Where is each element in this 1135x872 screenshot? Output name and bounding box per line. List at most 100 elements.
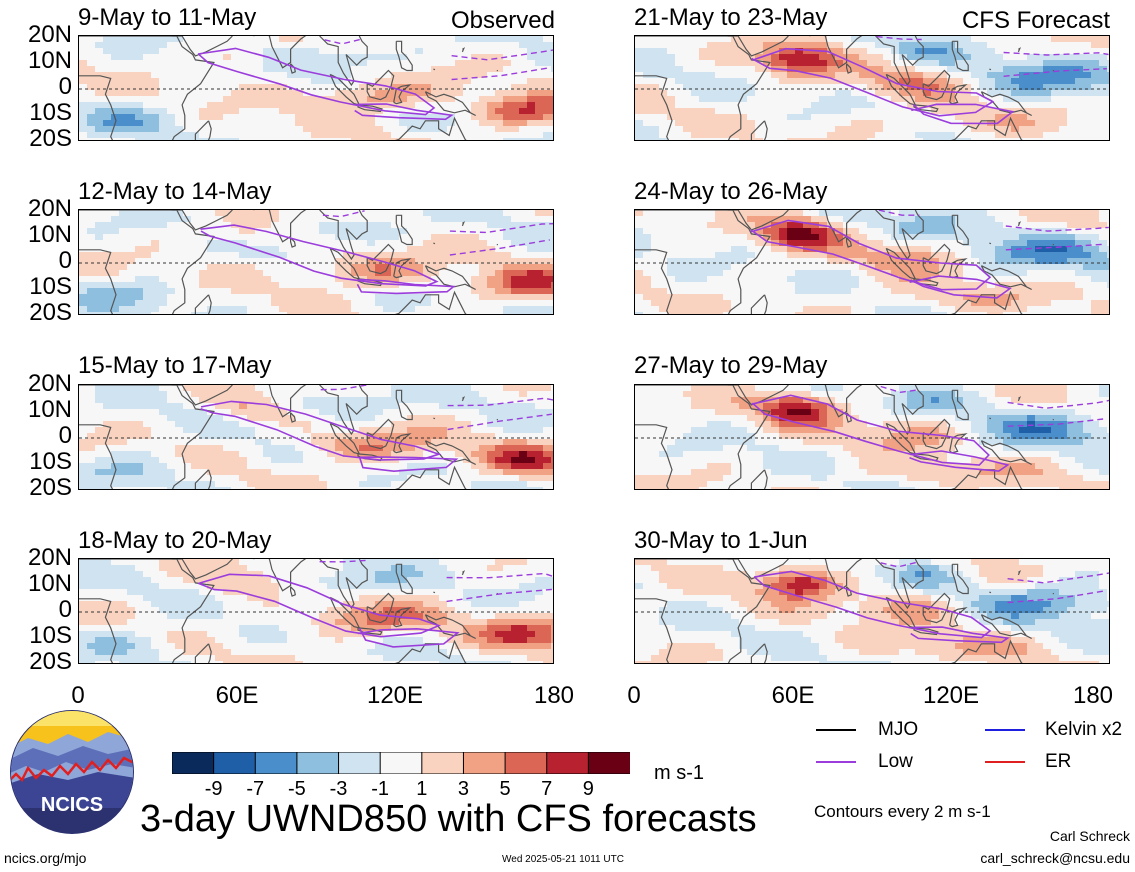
field-cell	[367, 571, 376, 578]
field-cell	[375, 571, 384, 578]
field-cell	[367, 276, 376, 283]
field-cell	[747, 60, 756, 67]
field-cell	[263, 661, 272, 663]
field-cell	[255, 42, 264, 49]
field-cell	[143, 397, 152, 404]
field-cell	[375, 451, 384, 458]
field-cell	[231, 589, 240, 596]
field-cell	[351, 114, 360, 121]
field-cell	[295, 631, 304, 638]
field-cell	[223, 385, 232, 392]
field-cell	[295, 589, 304, 596]
field-cell	[495, 403, 504, 410]
field-cell	[295, 48, 304, 55]
field-cell	[431, 643, 440, 650]
field-cell	[431, 216, 440, 223]
field-cell	[263, 469, 272, 476]
field-cell	[763, 48, 772, 55]
field-cell	[159, 643, 168, 650]
field-cell	[311, 276, 320, 283]
field-cell	[423, 655, 432, 662]
field-cell	[519, 126, 528, 133]
field-cell	[519, 637, 528, 644]
field-cell	[255, 637, 264, 644]
field-cell	[127, 102, 136, 109]
field-cell	[463, 240, 472, 247]
field-cell	[255, 252, 264, 259]
field-cell	[287, 252, 296, 259]
field-cell	[551, 643, 553, 650]
field-cell	[95, 457, 104, 464]
field-cell	[463, 138, 472, 140]
field-cell	[503, 234, 512, 241]
field-cell	[423, 481, 432, 488]
field-cell	[263, 589, 272, 596]
field-cell	[691, 72, 700, 79]
field-cell	[119, 571, 128, 578]
field-cell	[535, 258, 544, 265]
field-cell	[947, 36, 956, 43]
field-cell	[239, 78, 248, 85]
field-cell	[795, 54, 804, 61]
field-cell	[487, 48, 496, 55]
field-cell	[535, 403, 544, 410]
field-cell	[207, 583, 216, 590]
field-cell	[247, 48, 256, 55]
field-cell	[239, 469, 248, 476]
field-cell	[1067, 66, 1076, 73]
field-cell	[247, 433, 256, 440]
field-cell	[415, 661, 424, 663]
field-cell	[859, 54, 868, 61]
field-cell	[543, 391, 552, 398]
field-cell	[255, 385, 264, 392]
field-cell	[119, 637, 128, 644]
field-cell	[455, 451, 464, 458]
field-cell	[183, 649, 192, 656]
field-cell	[383, 475, 392, 482]
field-cell	[407, 288, 416, 295]
field-cell	[779, 54, 788, 61]
field-cell	[79, 613, 88, 620]
field-cell	[215, 138, 224, 140]
field-cell	[103, 595, 112, 602]
field-cell	[399, 637, 408, 644]
field-cell	[135, 559, 144, 566]
field-cell	[127, 649, 136, 656]
field-cell	[327, 66, 336, 73]
field-cell	[191, 66, 200, 73]
field-cell	[503, 276, 512, 283]
field-cell	[127, 228, 136, 235]
field-cell	[215, 403, 224, 410]
field-cell	[127, 84, 136, 91]
field-cell	[255, 649, 264, 656]
field-cell	[271, 42, 280, 49]
field-cell	[223, 282, 232, 289]
field-cell	[255, 246, 264, 253]
field-cell	[375, 246, 384, 253]
field-cell	[391, 559, 400, 566]
field-cell	[391, 589, 400, 596]
field-cell	[159, 655, 168, 662]
field-cell	[439, 433, 448, 440]
field-cell	[891, 42, 900, 49]
field-cell	[463, 415, 472, 422]
field-cell	[527, 288, 536, 295]
field-cell	[279, 397, 288, 404]
field-cell	[471, 439, 480, 446]
field-cell	[327, 607, 336, 614]
field-cell	[311, 300, 320, 307]
field-cell	[263, 114, 272, 121]
field-cell	[707, 60, 716, 67]
field-cell	[247, 631, 256, 638]
field-cell	[495, 439, 504, 446]
field-cell	[311, 42, 320, 49]
field-cell	[431, 589, 440, 596]
field-cell	[303, 114, 312, 121]
field-cell	[819, 60, 828, 67]
field-cell	[311, 288, 320, 295]
field-cell	[487, 288, 496, 295]
field-cell	[367, 312, 376, 314]
field-cell	[359, 306, 368, 313]
field-cell	[303, 294, 312, 301]
field-cell	[199, 427, 208, 434]
